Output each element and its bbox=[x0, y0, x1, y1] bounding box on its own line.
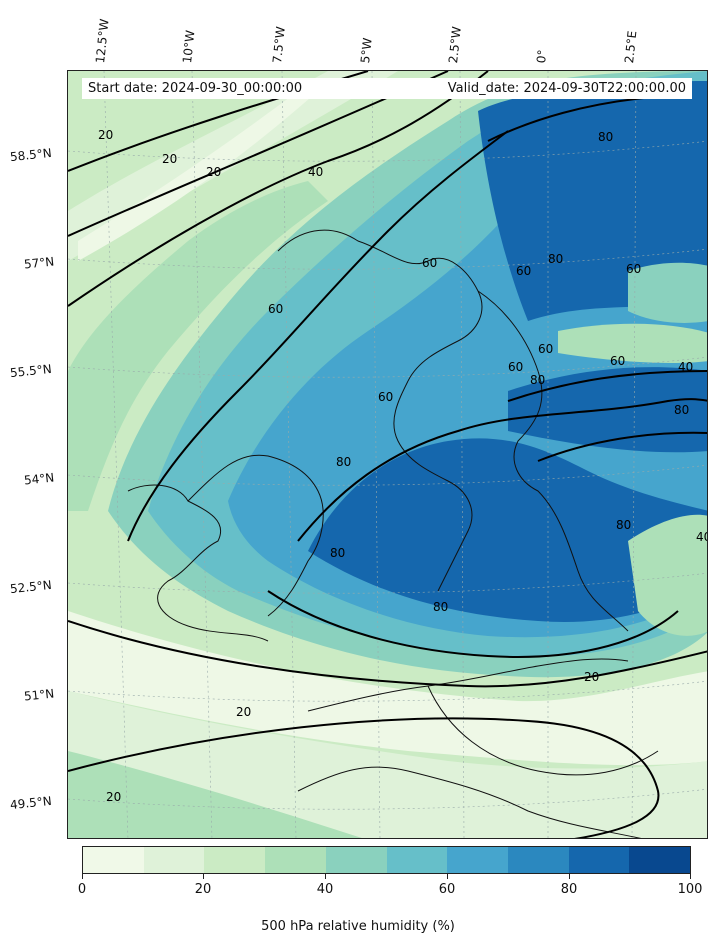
contour-label-group: 20 20 20 20 20 20 40 40 40 60 60 60 60 6… bbox=[98, 128, 708, 804]
contour-20-south-1 bbox=[68, 620, 707, 688]
contour-label: 20 bbox=[206, 165, 221, 179]
lat-label-54n: 54°N bbox=[23, 470, 55, 488]
colorbar-segment bbox=[507, 847, 569, 873]
contour-20-south-2 bbox=[68, 717, 660, 838]
contour-label: 20 bbox=[106, 790, 121, 804]
contour-label: 60 bbox=[268, 302, 283, 316]
ireland-east-coast bbox=[187, 454, 324, 617]
lon-label-2.5e: 2.5°E bbox=[622, 30, 640, 64]
lon-label-10w: 10°W bbox=[180, 29, 198, 65]
contour-80-central bbox=[297, 398, 707, 542]
scotland-north-coast bbox=[277, 229, 483, 382]
contour-label: 60 bbox=[422, 256, 437, 270]
colorbar-segment bbox=[447, 847, 508, 873]
colorbar-segment bbox=[204, 847, 266, 873]
colorbar-tick bbox=[447, 874, 448, 879]
contour-label: 80 bbox=[530, 373, 545, 387]
dry-slot-east-2 bbox=[558, 323, 707, 363]
colorbar-segment bbox=[629, 847, 691, 873]
start-date-label: Start date: 2024-09-30_00:00:00 bbox=[88, 81, 303, 96]
dry-band-south bbox=[68, 611, 707, 766]
colorbar-segment bbox=[325, 847, 387, 873]
lon-label-2.5w: 2.5°W bbox=[446, 25, 464, 64]
contour-label: 60 bbox=[508, 360, 523, 374]
contour-label: 20 bbox=[98, 128, 113, 142]
england-south-coast bbox=[307, 658, 629, 712]
coastlines bbox=[127, 229, 659, 838]
southwest-patch bbox=[68, 751, 362, 838]
colorbar-segment bbox=[568, 847, 630, 873]
contour-label: 20 bbox=[236, 705, 251, 719]
lon-label-0: 0° bbox=[534, 48, 550, 64]
contour-label: 80 bbox=[330, 546, 345, 560]
england-east-coast bbox=[477, 290, 629, 632]
dry-slot-east bbox=[628, 262, 707, 323]
contour-40-north bbox=[68, 71, 489, 307]
dry-band-north-core bbox=[78, 91, 318, 261]
lat-label-55.5n: 55.5°N bbox=[9, 361, 53, 381]
date-header: Start date: 2024-09-30_00:00:00 Valid_da… bbox=[82, 78, 692, 99]
ireland-west-coast bbox=[127, 484, 269, 642]
colorbar-segment bbox=[386, 847, 448, 873]
contour-label: 40 bbox=[678, 360, 693, 374]
lat-label-52.5n: 52.5°N bbox=[9, 577, 53, 597]
contour-label: 80 bbox=[548, 252, 563, 266]
contour-lines bbox=[68, 71, 707, 838]
colorbar-tick-label: 20 bbox=[194, 882, 212, 897]
lon-label-12.5w: 12.5°W bbox=[93, 18, 112, 64]
lat-label-58.5n: 58.5°N bbox=[9, 145, 53, 165]
contour-60-west bbox=[127, 130, 509, 542]
valid-date-label: Valid_date: 2024-09-30T22:00:00.00 bbox=[447, 81, 686, 96]
colorbar-tick bbox=[325, 874, 326, 879]
graticule bbox=[68, 71, 707, 838]
humidity-map-canvas: 20 20 20 20 20 20 40 40 40 60 60 60 60 6… bbox=[68, 71, 708, 838]
colorbar-tick-label: 100 bbox=[677, 882, 703, 897]
contour-60-east bbox=[507, 370, 707, 402]
colorbar-tick bbox=[569, 874, 570, 879]
lon-label-5w: 5°W bbox=[358, 37, 375, 64]
contour-60-south bbox=[267, 590, 679, 658]
colorbar-tick-label: 0 bbox=[77, 882, 87, 897]
france-coast bbox=[297, 766, 642, 838]
contour-20-north-2 bbox=[68, 71, 449, 237]
contour-label: 40 bbox=[696, 530, 708, 544]
contour-label: 80 bbox=[674, 403, 689, 417]
contour-80-east bbox=[537, 431, 707, 462]
contour-label: 80 bbox=[433, 600, 448, 614]
england-west-coast bbox=[393, 380, 473, 592]
colorbar-tick bbox=[203, 874, 204, 879]
colorbar-tick bbox=[690, 874, 691, 879]
contour-label: 60 bbox=[516, 264, 531, 278]
dry-patch-southeast bbox=[628, 514, 707, 636]
colorbar bbox=[82, 846, 691, 874]
contour-label: 40 bbox=[308, 165, 323, 179]
lat-label-49.5n: 49.5°N bbox=[9, 793, 53, 813]
contour-label: 60 bbox=[378, 390, 393, 404]
contour-label: 60 bbox=[610, 354, 625, 368]
lat-label-57n: 57°N bbox=[23, 254, 55, 272]
contour-label: 60 bbox=[626, 262, 641, 276]
colorbar-label: 500 hPa relative humidity (%) bbox=[261, 919, 455, 934]
colorbar-tick-label: 40 bbox=[316, 882, 334, 897]
contour-label: 80 bbox=[616, 518, 631, 532]
colorbar-tick-label: 60 bbox=[438, 882, 456, 897]
contour-label: 80 bbox=[336, 455, 351, 469]
rh-90-north bbox=[478, 81, 707, 321]
channel-coast bbox=[427, 685, 659, 776]
contour-label: 60 bbox=[538, 342, 553, 356]
colorbar-segment bbox=[265, 847, 326, 873]
contour-label: 20 bbox=[584, 670, 599, 684]
lat-label-51n: 51°N bbox=[23, 686, 55, 704]
humidity-map: 20 20 20 20 20 20 40 40 40 60 60 60 60 6… bbox=[67, 70, 708, 839]
contour-label: 20 bbox=[162, 152, 177, 166]
west-moist-fringe bbox=[68, 181, 328, 511]
contour-label: 80 bbox=[598, 130, 613, 144]
colorbar-tick bbox=[82, 874, 83, 879]
lon-label-7.5w: 7.5°W bbox=[270, 25, 288, 64]
colorbar-segment bbox=[143, 847, 205, 873]
colorbar-segment bbox=[83, 847, 144, 873]
colorbar-tick-label: 80 bbox=[560, 882, 578, 897]
